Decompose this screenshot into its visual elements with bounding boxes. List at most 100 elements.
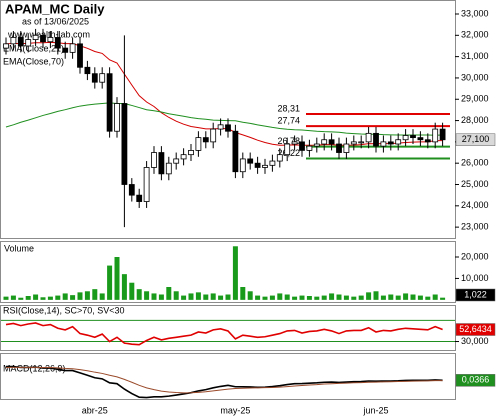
bar [166, 287, 172, 300]
candle-body [313, 143, 320, 147]
candle-body [136, 194, 143, 202]
bar [351, 296, 357, 300]
candle-body [173, 158, 180, 164]
candle-body [239, 158, 246, 173]
candle-body [247, 158, 254, 164]
bar [388, 294, 394, 300]
bar [432, 294, 438, 300]
volume-panel [0, 241, 456, 303]
candle-body [180, 154, 187, 160]
bar [77, 292, 83, 300]
y-tick-label: 28,000 [461, 115, 489, 125]
panel-title: MACD(12,26,9) [3, 363, 66, 373]
level-label: 28,31 [277, 103, 300, 113]
bar [366, 292, 372, 300]
candle-body [232, 130, 239, 173]
bar [92, 289, 98, 300]
last-value-box [455, 133, 496, 146]
candle-body [262, 164, 268, 168]
last-value-label: 0,0366 [462, 375, 490, 385]
candle-body [358, 141, 365, 144]
candle-body [395, 139, 402, 145]
candle-body [210, 128, 217, 143]
chart-subtitle: as of 13/06/2025 [22, 16, 89, 26]
bar [395, 295, 401, 300]
candle-body [121, 103, 128, 185]
candle-body [188, 150, 194, 156]
legend-label: EMA(Close,70) [3, 56, 64, 66]
candle-body [217, 124, 224, 130]
y-tick-label: 26,000 [461, 158, 489, 168]
candle-body [195, 137, 202, 151]
candle-body [40, 34, 46, 43]
candle-body [106, 73, 113, 132]
last-value-label: 52,6434 [459, 324, 492, 334]
candle-body [439, 128, 446, 141]
bar [417, 295, 423, 300]
bar [121, 274, 127, 300]
candle-body [25, 39, 32, 47]
candle-body [114, 103, 120, 132]
candle-body [321, 139, 328, 145]
bar [47, 296, 53, 300]
y-tick-label: 23,000 [461, 222, 489, 232]
bar [240, 287, 246, 300]
candle-body [380, 141, 387, 147]
bar [225, 294, 231, 300]
y-tick-label: 24,000 [461, 200, 489, 210]
bar [158, 294, 164, 300]
candle-body [128, 184, 135, 196]
level-label: 27,74 [277, 115, 300, 125]
candle-body [284, 143, 291, 156]
candle-body [343, 143, 350, 153]
bar [136, 289, 142, 300]
bar [269, 295, 275, 300]
bar [129, 282, 135, 300]
panel-title: Volume [4, 243, 34, 253]
candle-body [99, 73, 106, 83]
bar [62, 293, 68, 300]
bar [40, 297, 46, 300]
panel-title: RSI(Close,14), SC>70, SV<30 [3, 305, 125, 315]
bar [144, 291, 150, 300]
bar [343, 295, 349, 300]
candle-body [410, 135, 416, 139]
bar [247, 291, 253, 300]
legend-label: EMA(Close,21) [3, 43, 64, 53]
candle-body [47, 37, 54, 43]
bar [25, 296, 31, 300]
bar [10, 295, 16, 300]
candle-body [143, 167, 150, 202]
bar [18, 297, 24, 300]
bar [425, 296, 431, 300]
bar [3, 296, 9, 300]
source: www.wealth-lab.com [7, 29, 90, 39]
candle-body [225, 124, 231, 132]
bar [203, 294, 209, 300]
candle-body [54, 37, 61, 49]
bar [84, 291, 90, 300]
candle-body [424, 139, 431, 143]
bar [380, 295, 386, 300]
candle-body [350, 141, 357, 145]
y-tick-label: 10,000 [461, 273, 489, 283]
candle-body [62, 47, 69, 53]
bar [284, 294, 290, 300]
y-tick-label: 20,000 [461, 251, 489, 261]
bar [373, 291, 379, 300]
y-tick-label: 30,000 [461, 72, 489, 82]
bar [299, 295, 305, 300]
candle-body [276, 154, 283, 162]
candle-body [91, 73, 98, 83]
candle-body [365, 132, 372, 143]
series-line [5, 366, 443, 394]
bar [306, 296, 312, 300]
x-tick-label: may-25 [220, 405, 250, 415]
candle-body [387, 141, 394, 145]
bar [173, 291, 179, 300]
bar [188, 293, 194, 300]
candle-body [254, 162, 261, 168]
series-line [6, 365, 443, 399]
bar [107, 265, 113, 300]
